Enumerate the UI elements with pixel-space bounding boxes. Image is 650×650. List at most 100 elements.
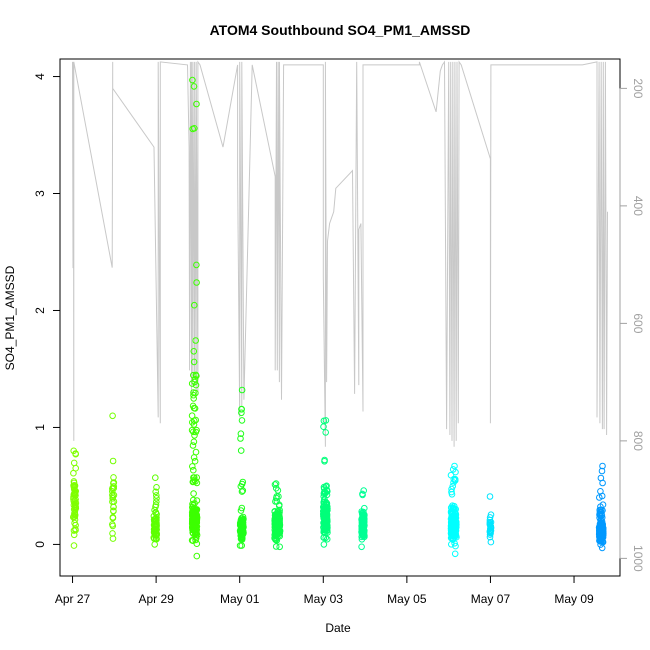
data-point xyxy=(273,520,281,527)
data-point xyxy=(238,528,246,536)
data-point xyxy=(152,503,159,511)
series-group xyxy=(358,487,368,551)
data-point xyxy=(192,381,200,389)
x-tick-label: May 01 xyxy=(220,592,260,606)
data-point xyxy=(153,519,160,527)
series-group xyxy=(595,462,607,552)
data-point xyxy=(110,507,117,515)
series-group xyxy=(70,447,80,549)
plot-frame xyxy=(59,58,621,577)
altitude-trace-layer xyxy=(72,60,608,447)
x-tick-label: Apr 27 xyxy=(55,592,91,606)
data-point xyxy=(449,483,457,490)
data-point xyxy=(273,494,280,502)
data-point xyxy=(320,534,328,541)
data-point xyxy=(70,478,78,485)
data-point xyxy=(150,512,158,520)
x-tick-label: May 07 xyxy=(471,592,511,606)
data-point xyxy=(358,543,365,551)
data-point xyxy=(192,337,199,344)
data-point xyxy=(72,450,79,457)
data-point xyxy=(236,542,244,549)
data-point xyxy=(191,500,198,507)
data-point xyxy=(272,510,280,518)
data-point xyxy=(192,428,200,436)
data-point xyxy=(237,516,245,524)
y-axis-label: SO4_PM1_AMSSD xyxy=(3,265,17,370)
x-axis-label: Date xyxy=(325,621,351,635)
data-point xyxy=(238,417,246,424)
series-group xyxy=(447,462,460,558)
y-tick-label: 3 xyxy=(33,190,47,197)
right-tick-label: 200 xyxy=(631,78,645,98)
data-point xyxy=(359,491,366,499)
data-point xyxy=(192,448,200,456)
data-point xyxy=(190,421,198,428)
data-point xyxy=(109,485,116,493)
data-point xyxy=(322,504,330,512)
x-axis: Apr 27 Apr 29 May 01 May 03 May 05 May 07 May … xyxy=(55,575,594,606)
data-point xyxy=(447,471,455,479)
data-point xyxy=(487,511,495,519)
right-axis: 200 400 600 800 1000 xyxy=(619,78,645,572)
data-point xyxy=(596,494,603,501)
data-point xyxy=(189,463,196,470)
data-point xyxy=(152,488,159,496)
data-point xyxy=(71,519,78,527)
data-point xyxy=(191,375,199,383)
data-point xyxy=(189,125,196,133)
data-point xyxy=(360,516,368,524)
data-point xyxy=(152,520,159,528)
data-point xyxy=(190,438,198,446)
data-point xyxy=(486,529,494,536)
y-tick-label: 2 xyxy=(33,307,47,314)
data-point xyxy=(189,524,196,532)
data-point xyxy=(599,538,607,546)
data-point xyxy=(452,518,459,525)
data-point xyxy=(72,505,80,512)
data-point xyxy=(188,537,196,544)
data-point xyxy=(238,386,246,394)
data-point xyxy=(237,507,245,514)
data-point xyxy=(72,488,79,495)
data-point xyxy=(275,510,283,518)
data-point xyxy=(190,474,197,481)
data-point xyxy=(192,371,200,379)
data-point xyxy=(190,490,197,497)
data-point xyxy=(190,428,197,436)
data-point xyxy=(109,514,117,522)
data-point xyxy=(451,526,459,534)
right-tick-label: 800 xyxy=(631,431,645,451)
data-point xyxy=(238,409,245,417)
data-point xyxy=(190,523,198,531)
x-tick-label: May 09 xyxy=(554,592,594,606)
right-tick-label: 400 xyxy=(631,196,645,216)
data-point xyxy=(597,503,604,511)
data-point xyxy=(275,517,283,524)
y-tick-label: 0 xyxy=(33,541,47,548)
data-point xyxy=(274,509,282,516)
x-tick-label: Apr 29 xyxy=(138,592,174,606)
data-point xyxy=(597,513,605,520)
data-point xyxy=(448,509,456,517)
data-point xyxy=(191,301,198,309)
data-point xyxy=(189,442,197,449)
data-point xyxy=(450,479,457,486)
data-point xyxy=(239,522,246,530)
series-group xyxy=(150,474,160,548)
data-point xyxy=(110,479,118,486)
data-point xyxy=(190,348,198,355)
data-point xyxy=(320,519,328,527)
data-point xyxy=(190,358,198,366)
data-point xyxy=(70,469,77,477)
series-group xyxy=(109,412,118,542)
altitude-trace-line xyxy=(72,60,608,447)
data-point xyxy=(449,535,457,543)
data-point xyxy=(360,514,368,521)
x-tick-label: May 05 xyxy=(387,592,427,606)
data-point xyxy=(190,371,197,379)
data-point xyxy=(239,520,246,527)
data-point xyxy=(193,529,200,537)
data-point xyxy=(193,506,201,513)
